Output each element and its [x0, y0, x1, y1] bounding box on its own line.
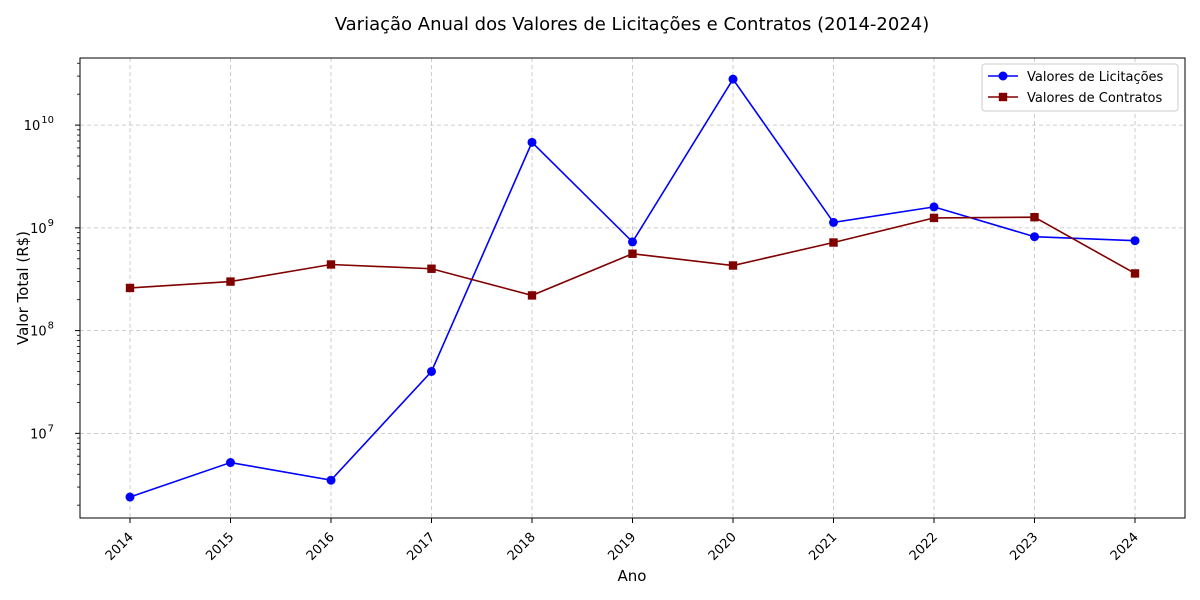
data-point	[226, 458, 235, 468]
y-tick-exponent: 8	[48, 321, 54, 332]
legend-marker	[998, 92, 1008, 102]
data-point	[1030, 232, 1039, 242]
data-point	[527, 291, 537, 300]
x-axis: 2014 2015 2016 2017 2018 2019 2020 2021 2022 2023…	[103, 518, 1142, 564]
y-tick-label: 109	[30, 218, 54, 237]
y-axis-label: Valor Total (R$)	[14, 231, 32, 345]
x-tick-label: 2017	[404, 530, 438, 564]
x-tick-label: 2016	[304, 530, 338, 564]
legend: Valores de Licitações Valores de Contrato…	[981, 63, 1179, 112]
data-point	[929, 202, 939, 212]
legend-item: Valores de Contratos	[988, 91, 1162, 106]
data-point	[628, 249, 637, 258]
data-point	[427, 264, 436, 273]
data-point	[125, 283, 135, 293]
y-tick-label: 1010	[24, 115, 54, 134]
y-tick-exponent: 7	[48, 423, 54, 434]
data-point	[1130, 269, 1140, 278]
data-point	[1130, 236, 1140, 246]
y-tick-exponent: 10	[41, 115, 54, 126]
y-tick-label: 107	[30, 423, 54, 442]
data-point	[829, 217, 838, 227]
chart-title: Variação Anual dos Valores de Licitações…	[335, 14, 930, 35]
x-tick-label: 2018	[505, 530, 539, 564]
legend-label: Valores de Contratos	[1027, 91, 1162, 106]
data-point	[829, 238, 838, 247]
grid	[80, 58, 1185, 518]
legend-item: Valores de Licitações	[988, 70, 1164, 85]
x-tick-label: 2022	[907, 530, 941, 564]
y-tick-label: 108	[30, 321, 54, 340]
series-line	[129, 77, 1136, 498]
legend-marker	[998, 71, 1008, 81]
legend-label: Valores de Licitações	[1027, 70, 1164, 85]
data-point	[728, 261, 738, 270]
data-point	[929, 213, 939, 223]
x-axis-label: Ano	[618, 567, 647, 585]
x-tick-label: 2021	[806, 530, 840, 564]
x-tick-label: 2023	[1007, 530, 1041, 564]
legend-box	[981, 63, 1179, 112]
plot-area	[79, 57, 1186, 519]
data-point	[628, 237, 637, 247]
data-point	[427, 366, 436, 376]
data-point	[226, 277, 235, 286]
x-tick-label: 2019	[605, 530, 639, 564]
data-point	[527, 137, 537, 147]
x-tick-label: 2014	[103, 530, 137, 564]
data-point	[728, 74, 738, 84]
x-tick-label: 2024	[1108, 530, 1142, 564]
series-1	[125, 74, 1140, 502]
series-layer	[125, 74, 1140, 502]
y-tick-exponent: 9	[48, 218, 54, 229]
x-tick-label: 2020	[706, 530, 740, 564]
data-point	[1030, 212, 1039, 222]
data-point	[326, 475, 336, 485]
data-point	[125, 492, 135, 502]
data-point	[326, 260, 336, 269]
series-2	[125, 212, 1140, 300]
x-tick-label: 2015	[203, 530, 237, 564]
